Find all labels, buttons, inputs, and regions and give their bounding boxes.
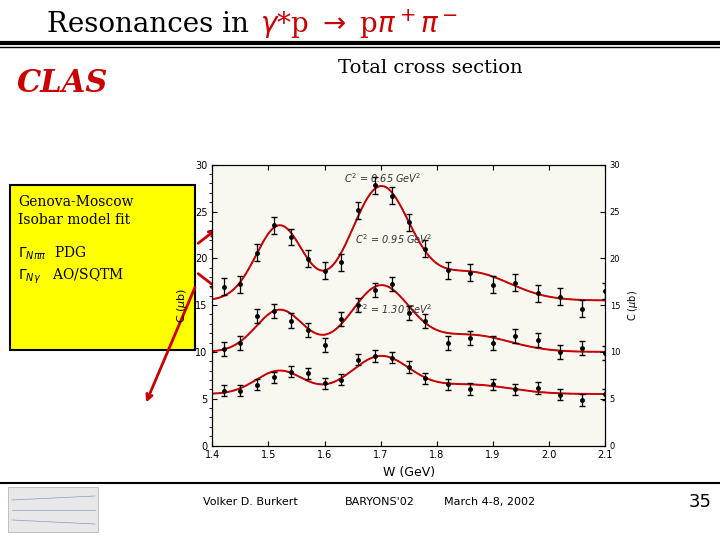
Text: Volker D. Burkert: Volker D. Burkert [202, 497, 297, 507]
Text: Isobar model fit: Isobar model fit [18, 213, 130, 227]
Text: $\gamma$*p $\rightarrow$ p$\pi^+\pi^-$: $\gamma$*p $\rightarrow$ p$\pi^+\pi^-$ [260, 7, 458, 41]
Text: Resonances in: Resonances in [48, 10, 258, 37]
Text: missing resonance strength: missing resonance strength [299, 422, 561, 440]
Text: $C^2$ = 1.30 GeV$^2$: $C^2$ = 1.30 GeV$^2$ [356, 302, 433, 316]
Text: BARYONS'02: BARYONS'02 [345, 497, 415, 507]
Bar [8, 487, 98, 532]
Text: 35: 35 [688, 493, 711, 511]
Text: $\Gamma_{N\gamma}$   AO/SQTM: $\Gamma_{N\gamma}$ AO/SQTM [18, 267, 124, 286]
Text: $\Gamma_{N\pi\pi}$  PDG: $\Gamma_{N\pi\pi}$ PDG [18, 245, 86, 262]
Text: CLAS: CLAS [17, 69, 108, 99]
Text: Total cross section: Total cross section [338, 59, 522, 77]
Bar [10, 185, 195, 350]
Text: $C^2$ = 0.65 GeV$^2$: $C^2$ = 0.65 GeV$^2$ [344, 172, 421, 185]
X-axis label: W (GeV): W (GeV) [382, 466, 435, 479]
Y-axis label: C ($\mu$b): C ($\mu$b) [626, 289, 640, 321]
Y-axis label: C ($\mu$b): C ($\mu$b) [176, 287, 189, 323]
Text: Genova-Moscow: Genova-Moscow [18, 195, 133, 209]
Text: March 4-8, 2002: March 4-8, 2002 [444, 497, 536, 507]
Text: $C^2$ = 0.95 GeV$^2$: $C^2$ = 0.95 GeV$^2$ [356, 232, 433, 246]
